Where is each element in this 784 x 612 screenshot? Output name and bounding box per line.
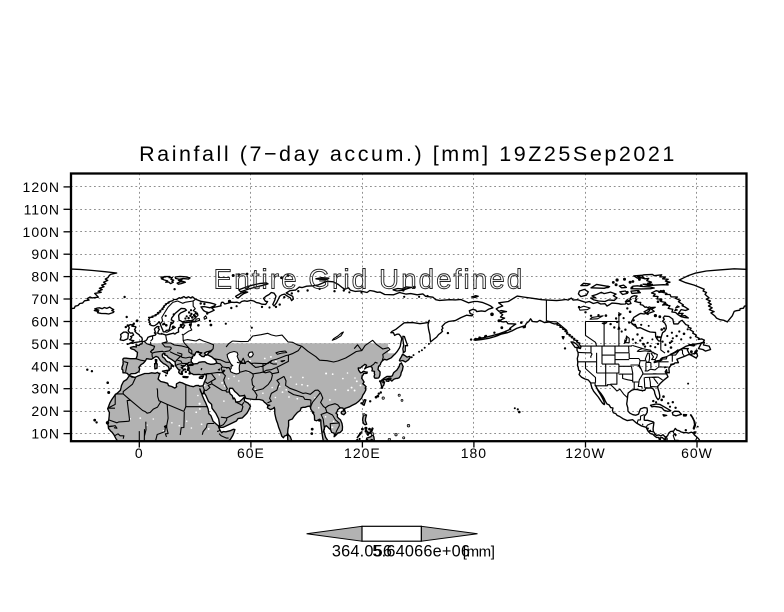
svg-text:100N: 100N	[23, 224, 60, 240]
svg-text:40N: 40N	[31, 358, 60, 374]
svg-text:60W: 60W	[681, 445, 713, 461]
svg-text:20N: 20N	[31, 403, 60, 419]
svg-text:Rainfall (7−day accum.) [mm] 1: Rainfall (7−day accum.) [mm] 19Z25Sep202…	[139, 142, 677, 166]
svg-text:[mm]: [mm]	[463, 544, 495, 561]
svg-text:70N: 70N	[31, 291, 60, 307]
svg-text:364.056: 364.056	[332, 543, 392, 561]
svg-text:120W: 120W	[565, 445, 606, 461]
svg-text:Entire Grid Undefined: Entire Grid Undefined	[214, 264, 525, 295]
svg-text:110N: 110N	[24, 201, 60, 217]
svg-text:180: 180	[461, 445, 487, 461]
svg-text:60E: 60E	[237, 445, 265, 461]
svg-text:5.64066e+06: 5.64066e+06	[372, 543, 470, 561]
svg-text:10N: 10N	[31, 426, 60, 442]
svg-text:80N: 80N	[31, 269, 60, 285]
svg-text:90N: 90N	[31, 246, 60, 262]
svg-text:50N: 50N	[31, 336, 60, 352]
svg-text:0: 0	[135, 445, 144, 461]
svg-text:120N: 120N	[23, 179, 60, 195]
svg-text:60N: 60N	[31, 314, 60, 330]
svg-text:30N: 30N	[31, 381, 60, 397]
svg-text:120E: 120E	[344, 445, 381, 461]
